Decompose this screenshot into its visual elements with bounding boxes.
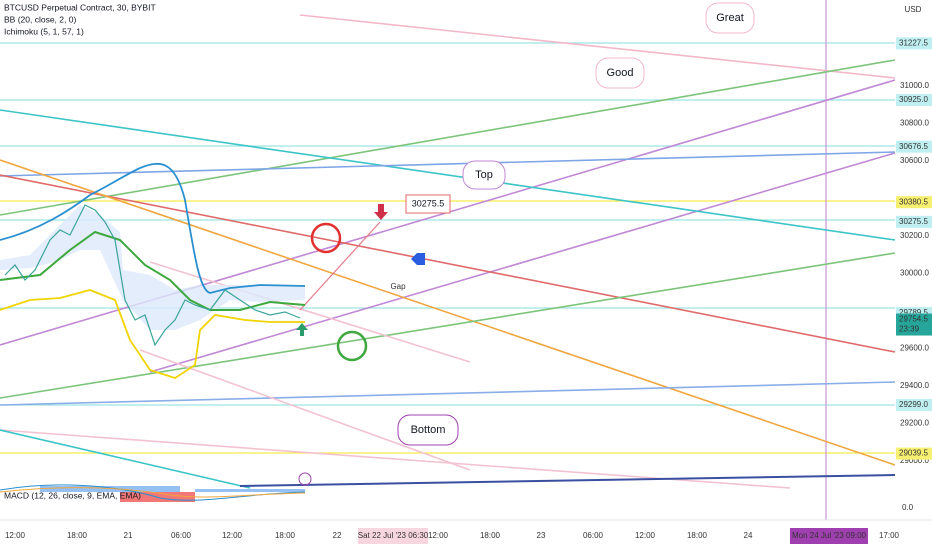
symbol: BTCUSD Perpetual Contract, 30, BYBIT	[4, 2, 156, 12]
annotation: Great	[716, 12, 744, 24]
annotation: Bottom	[411, 424, 446, 436]
cursor-time-tag	[358, 528, 428, 544]
price-tick-label: 30000.0	[900, 269, 929, 278]
levels	[0, 0, 895, 520]
bubble	[397, 414, 459, 446]
annotation: Good	[607, 67, 634, 79]
left-arrow	[411, 253, 425, 265]
time-tick-label: 18:00	[67, 531, 88, 540]
price-level-tag	[896, 398, 932, 411]
indicator: BB (20, close, 2, 0)	[4, 14, 76, 24]
trend-line	[0, 381, 896, 406]
time-tick-label: 18:00	[687, 531, 708, 540]
bb-basis	[0, 230, 306, 311]
time-tick-label: 23	[537, 531, 546, 540]
trend-lines	[0, 14, 896, 489]
bb-upper	[0, 162, 306, 294]
down-arrow	[374, 204, 388, 220]
trend-line	[0, 151, 896, 177]
happy-face	[310, 222, 342, 254]
macd-label: MACD (12, 26, close, 9, EMA, EMA)	[4, 490, 141, 500]
alert-icon	[298, 472, 312, 486]
annotation: 30275.5	[412, 198, 445, 208]
trend-line	[149, 261, 471, 363]
time-tick-label: 17:00	[879, 531, 900, 540]
price-level-tag	[896, 94, 932, 107]
bubble	[705, 2, 755, 34]
time-tick-label: 22	[333, 531, 342, 540]
trend-line	[0, 159, 896, 466]
time-tick-label: 18:00	[480, 531, 501, 540]
trend-line	[0, 429, 251, 489]
price-tick-label: 30800.0	[900, 119, 929, 128]
macd-bars	[40, 486, 180, 492]
macd-bars	[195, 489, 305, 492]
time-tick-label: 12:00	[635, 531, 656, 540]
up-arrow	[296, 323, 308, 336]
time-tick-label: 21	[124, 531, 133, 540]
price-level-label: 29299.0	[899, 400, 928, 409]
trend-line	[299, 14, 896, 79]
target-box	[405, 194, 451, 214]
trend-line	[0, 252, 896, 399]
cloud	[0, 205, 305, 330]
cursor-time-tag	[790, 528, 868, 544]
trend-line	[149, 152, 896, 373]
price-level-label: 30925.0	[899, 95, 928, 104]
price-level-tag	[896, 215, 932, 228]
price-level-tag	[896, 196, 932, 209]
price-tick-label: 30200.0	[900, 231, 929, 240]
trend-line	[0, 109, 896, 241]
price-tick-label: 29400.0	[900, 381, 929, 390]
signal-line	[0, 487, 306, 498]
unsure-face	[336, 330, 368, 362]
time-tick-label: 12:00	[428, 531, 449, 540]
time-tick-label: 06:00	[171, 531, 192, 540]
price-tick-label: 29200.0	[900, 419, 929, 428]
price-tick-label: 31000.0	[900, 81, 929, 90]
countdown: 23:39	[899, 325, 920, 334]
bb-lower	[0, 289, 305, 379]
trend-line	[0, 59, 896, 216]
time-tick-label: 06:00	[583, 531, 604, 540]
trend-line	[239, 474, 896, 487]
price-level-label: 30676.5	[899, 142, 928, 151]
price-tick-label: 29600.0	[900, 344, 929, 353]
projection-arrow	[299, 221, 381, 311]
time-tick-label: 12:00	[5, 531, 26, 540]
annotation: Top	[475, 169, 493, 181]
annotation: Gap	[390, 282, 406, 291]
last-price: 29754.5	[899, 315, 928, 324]
cursor-time: Mon 24 Jul '23 09:00	[792, 531, 867, 540]
price-tick-label: 30600.0	[900, 156, 929, 165]
cursor-time: Sat 22 Jul '23 06:30	[358, 531, 429, 540]
macd-zero: 0.0	[902, 503, 914, 512]
price-tick-label: 29000.0	[900, 456, 929, 465]
indicator: Ichimoku (5, 1, 57, 1)	[4, 26, 84, 36]
time-tick-label: 18:00	[275, 531, 296, 540]
currency: USD	[905, 5, 922, 14]
time-tick-label: 12:00	[222, 531, 243, 540]
price-level-label: 30380.5	[899, 197, 928, 206]
price-level-label: 29789.5	[899, 308, 928, 317]
time-tick-label: 24	[744, 531, 753, 540]
trend-line	[139, 349, 471, 471]
last-price-tag	[896, 313, 932, 336]
price-level-label: 30275.5	[899, 217, 928, 226]
price-level-tag	[896, 447, 932, 460]
bubble	[595, 57, 645, 89]
price-level-tag	[896, 140, 932, 153]
price-level-label: 31227.5	[899, 38, 928, 47]
trend-line	[0, 174, 896, 353]
price-level-label: 29039.5	[899, 449, 928, 458]
price-path	[4, 204, 301, 347]
bubble	[462, 160, 506, 190]
price-level-tag	[896, 37, 932, 50]
macd-histogram	[0, 484, 306, 502]
